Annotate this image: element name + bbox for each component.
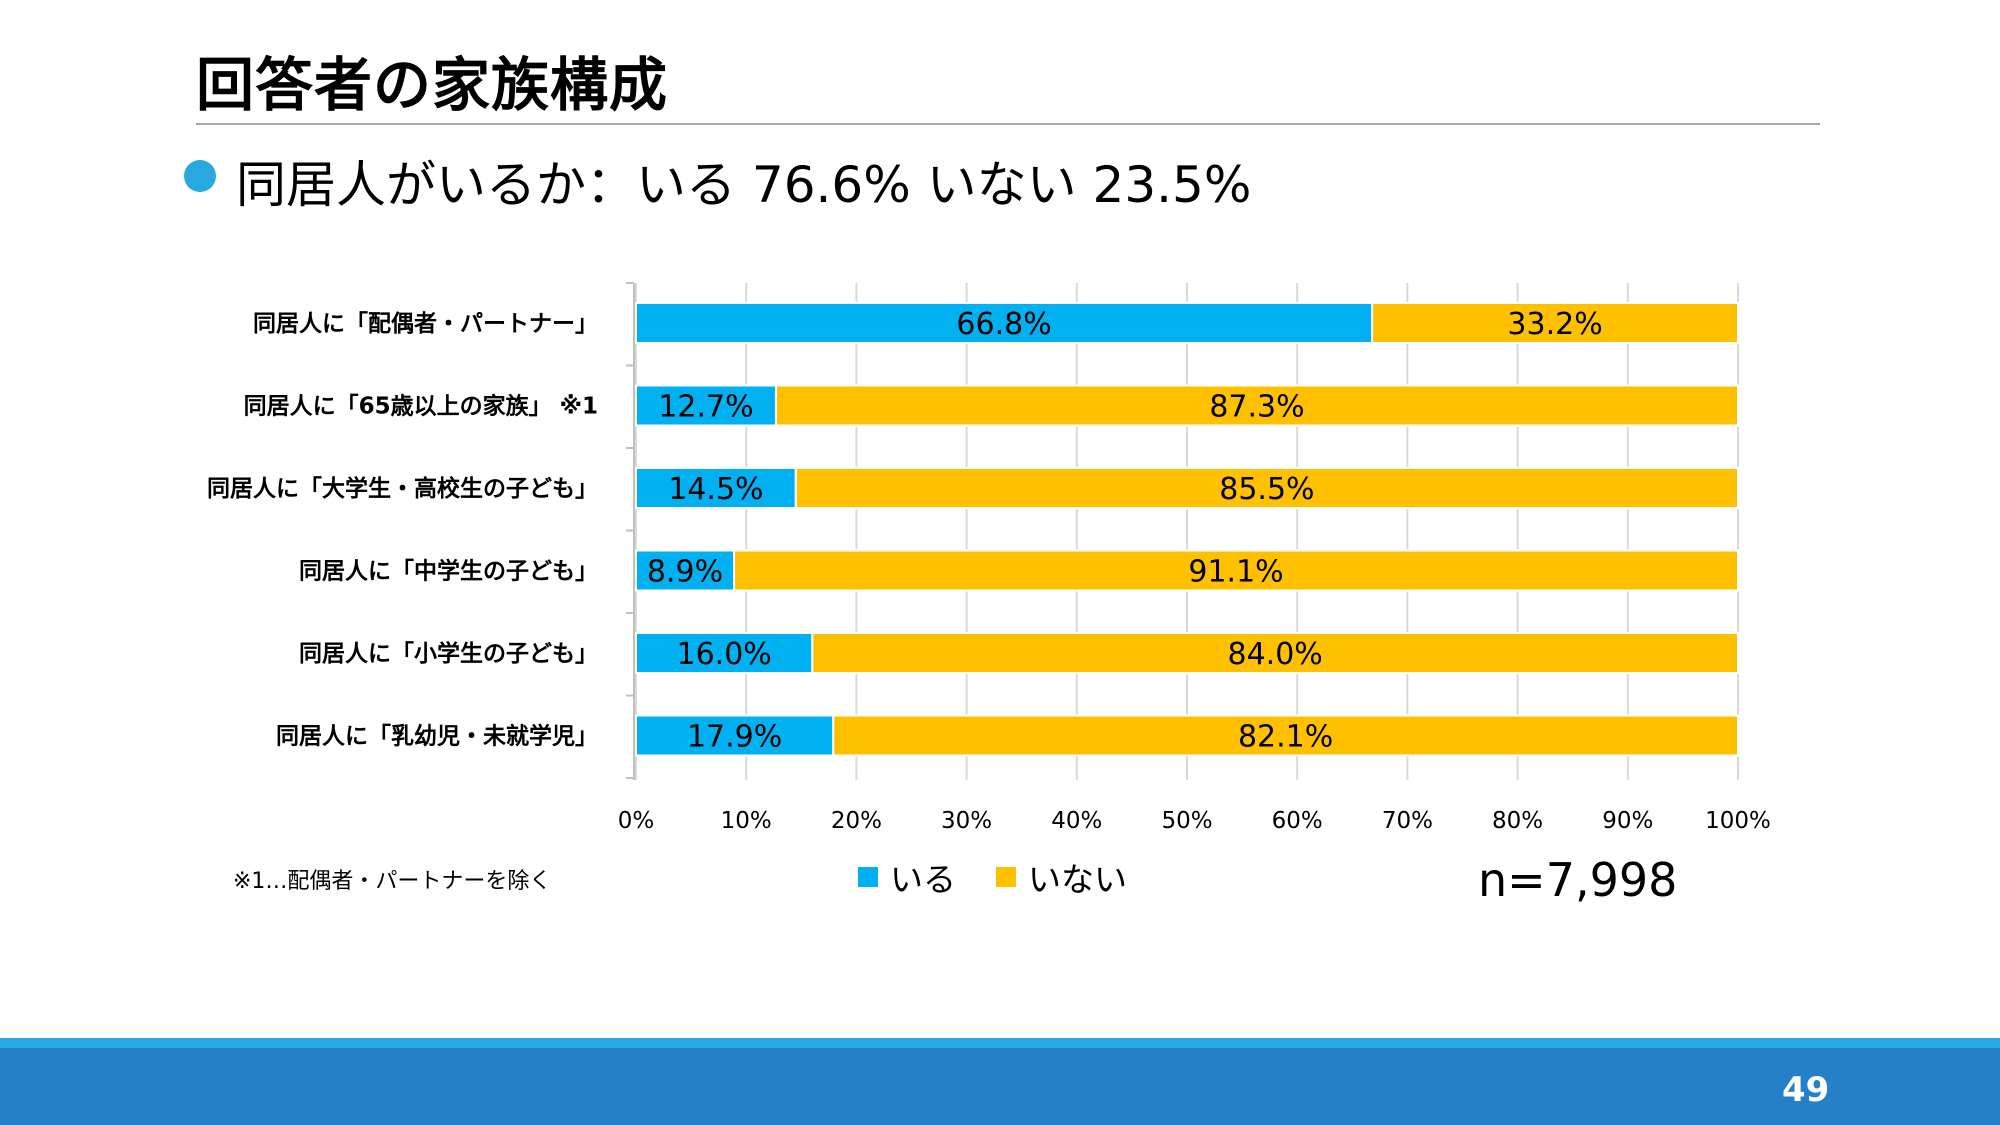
x-tick-label: 30% bbox=[941, 808, 992, 834]
x-tick-label: 100% bbox=[1705, 808, 1771, 834]
summary-bullet: 同居人がいるか：いる 76.6% いない 23.5% bbox=[236, 156, 1252, 214]
data-label: 82.1% bbox=[1238, 720, 1333, 755]
x-tick-label: 70% bbox=[1382, 808, 1433, 834]
legend-label-iru: いる bbox=[890, 860, 956, 899]
data-label: 12.7% bbox=[658, 390, 753, 425]
bar-segment-inai bbox=[811, 632, 1739, 674]
data-label: 66.8% bbox=[956, 307, 1051, 342]
category-label: 同居人に「配偶者・パートナー」 bbox=[253, 311, 598, 337]
data-label: 33.2% bbox=[1507, 307, 1602, 342]
x-tick-label: 50% bbox=[1161, 808, 1212, 834]
sample-size-label: n=7,998 bbox=[1478, 853, 1678, 907]
x-tick-label: 0% bbox=[618, 808, 655, 834]
data-label: 16.0% bbox=[677, 637, 772, 672]
x-tick-label: 60% bbox=[1272, 808, 1323, 834]
data-label: 8.9% bbox=[647, 555, 723, 590]
bar-segment-iru bbox=[635, 714, 835, 757]
bar-segment-inai bbox=[733, 549, 1739, 592]
bar-segment-iru bbox=[635, 384, 777, 427]
data-label: 85.5% bbox=[1219, 472, 1314, 507]
legend-label-inai: いない bbox=[1028, 860, 1127, 899]
data-label: 14.5% bbox=[668, 472, 763, 507]
x-tick-label: 10% bbox=[721, 808, 772, 834]
bullet-icon bbox=[184, 160, 216, 192]
bar-segment-iru bbox=[635, 632, 814, 674]
page-number: 49 bbox=[1782, 1070, 1830, 1110]
data-label: 91.1% bbox=[1188, 555, 1283, 590]
footnote: ※1…配偶者・パートナーを除く bbox=[233, 869, 552, 894]
category-label: 同居人に「乳幼児・未就学児」 bbox=[276, 723, 598, 750]
footer-accent-line bbox=[0, 1038, 2000, 1048]
title-divider bbox=[196, 123, 1820, 125]
category-label: 同居人に「大学生・高校生の子ども」 bbox=[207, 475, 598, 502]
slide-title: 回答者の家族構成 bbox=[196, 51, 669, 119]
category-label: 同居人に「65歳以上の家族」 ※1 bbox=[244, 393, 598, 420]
data-label: 87.3% bbox=[1209, 390, 1304, 425]
legend-swatch-inai bbox=[996, 867, 1016, 887]
x-tick-label: 40% bbox=[1051, 808, 1102, 834]
footer-bar bbox=[0, 1048, 2000, 1125]
bar-segment-inai bbox=[832, 714, 1739, 757]
category-label: 同居人に「小学生の子ども」 bbox=[299, 640, 598, 667]
bar-segment-inai bbox=[774, 384, 1739, 427]
x-tick-label: 90% bbox=[1602, 808, 1653, 834]
bar-segment-iru bbox=[635, 302, 1374, 344]
bar-segment-iru bbox=[635, 467, 797, 509]
x-tick-label: 80% bbox=[1492, 808, 1543, 834]
bar-segment-inai bbox=[1371, 302, 1739, 344]
legend-item-iru: いる bbox=[858, 853, 956, 901]
bar-segment-iru bbox=[635, 549, 736, 592]
legend-item-inai: いない bbox=[996, 853, 1127, 901]
data-label: 84.0% bbox=[1228, 637, 1323, 672]
category-label: 同居人に「中学生の子ども」 bbox=[299, 558, 598, 585]
legend-swatch-iru bbox=[858, 867, 878, 887]
data-label: 17.9% bbox=[687, 720, 782, 755]
chart-legend: いる いない bbox=[858, 853, 1167, 901]
bar-segment-inai bbox=[794, 467, 1739, 509]
x-tick-label: 20% bbox=[831, 808, 882, 834]
